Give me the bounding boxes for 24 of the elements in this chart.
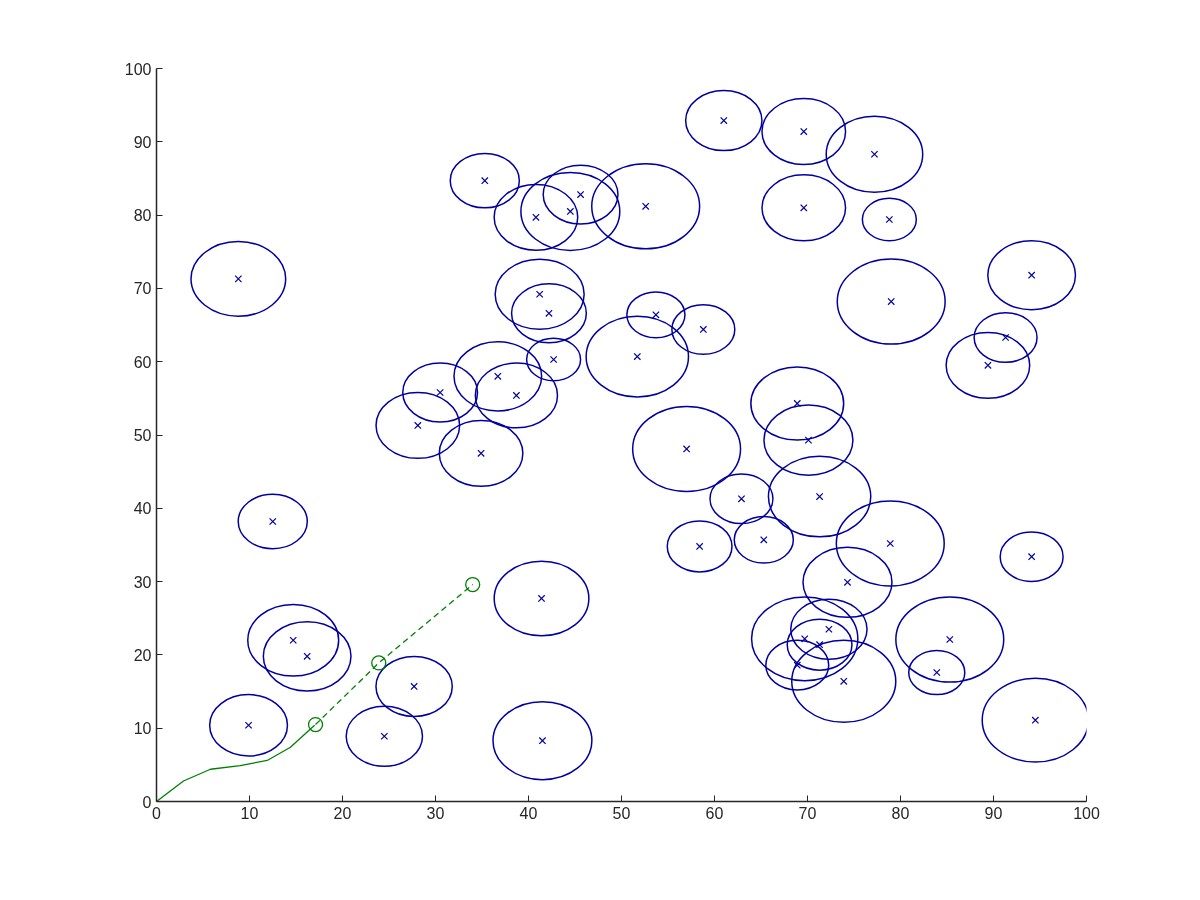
y-tick-label: 0 xyxy=(142,793,152,811)
x-tick-label: 90 xyxy=(984,804,1003,822)
x-tick-label: 100 xyxy=(1073,804,1100,822)
x-tick-label: 60 xyxy=(705,804,724,822)
y-tick-label: 30 xyxy=(133,573,152,591)
x-tick-label: 10 xyxy=(240,804,259,822)
y-tick-label: 20 xyxy=(133,646,152,664)
y-tick-label: 60 xyxy=(133,353,152,371)
x-tick-label: 70 xyxy=(798,804,817,822)
y-tick-label: 90 xyxy=(133,133,152,151)
x-tick-label: 80 xyxy=(891,804,910,822)
y-tick-label: 40 xyxy=(133,500,152,518)
x-tick-label: 20 xyxy=(333,804,352,822)
y-tick-label: 70 xyxy=(133,280,152,298)
point xyxy=(307,716,324,733)
x-tick-label: 50 xyxy=(612,804,631,822)
point xyxy=(371,655,387,671)
y-tick-label: 10 xyxy=(133,720,152,738)
x-tick-label: 40 xyxy=(519,804,538,822)
y-tick-label: 80 xyxy=(133,207,152,225)
x-tick-label: 30 xyxy=(426,804,445,822)
point xyxy=(465,576,481,593)
y-tick-label: 100 xyxy=(124,60,152,78)
y-tick-label: 50 xyxy=(133,427,152,444)
